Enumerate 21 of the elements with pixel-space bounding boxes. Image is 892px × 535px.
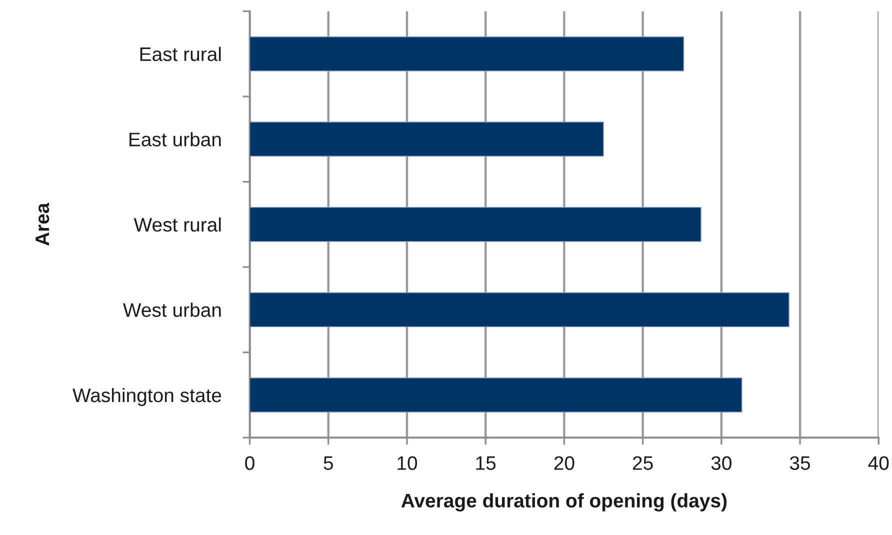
x-axis-title: Average duration of opening (days) <box>401 493 727 512</box>
x-tick-label: 5 <box>324 456 333 470</box>
bar <box>250 36 684 72</box>
x-tick-label: 0 <box>245 456 254 470</box>
x-tick-label: 25 <box>632 456 653 470</box>
x-tick-label: 20 <box>554 456 574 470</box>
x-tick-label: 40 <box>868 456 889 470</box>
y-tick-label: East rural <box>140 46 221 62</box>
x-tick-label: 30 <box>711 456 732 470</box>
x-tick-label: 10 <box>398 456 418 470</box>
bar <box>250 292 790 328</box>
y-axis-title: Area <box>36 202 50 246</box>
y-tick-label: East urban <box>130 132 221 146</box>
bar <box>250 378 742 412</box>
x-tick-label: 15 <box>476 456 496 470</box>
bar <box>250 122 604 157</box>
y-tick-label: Washington state <box>72 388 222 406</box>
bar <box>250 206 702 242</box>
y-tick-label: West urban <box>122 302 221 317</box>
y-tick-label: West rural <box>134 217 221 232</box>
x-tick-label: 35 <box>790 456 810 470</box>
